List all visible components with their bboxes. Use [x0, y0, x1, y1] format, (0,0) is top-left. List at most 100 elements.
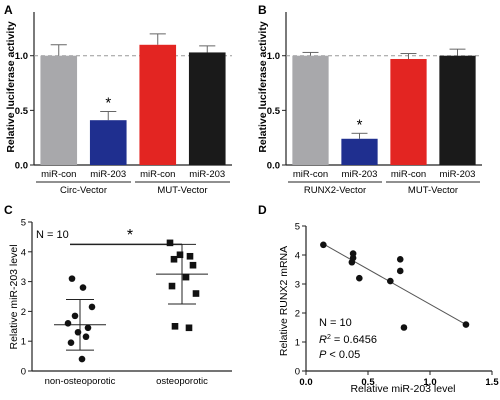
panel-b-category-label: miR-con — [391, 169, 426, 180]
panel-d: D 0 1 2 3 4 5 0.0 0.5 1.0 1.5 Relative RUNX2 mRNA… — [258, 203, 499, 395]
panel-a-bar — [40, 55, 78, 165]
panel-c-point — [79, 284, 87, 291]
panel-c-point — [176, 251, 184, 259]
panel-d-y-tick-label: 2 — [295, 309, 300, 320]
panel-a-bar — [139, 44, 177, 165]
panel-b-y-tick-label: 0.5 — [267, 106, 281, 117]
panel-b-category-label: miR-203 — [440, 169, 476, 180]
panel-d-plot: 0 1 2 3 4 5 0.0 0.5 1.0 1.5 — [295, 222, 500, 389]
panel-d-y-tick-label: 3 — [295, 280, 300, 291]
panel-d-x-axis-title: Relative miR-203 level — [350, 383, 455, 395]
panel-d-point — [387, 277, 394, 285]
panel-c-y-tick-label: 5 — [21, 218, 26, 229]
panel-d-x-tick-label: 1.5 — [485, 377, 499, 388]
panel-a-significance-star: * — [105, 94, 111, 111]
panel-b-plot: 0.0 0.5 1.0 miR-con miR-203 miR-con miR-203 * RU… — [267, 12, 482, 196]
panel-c-point — [68, 275, 76, 282]
panel-d-y-tick-label: 5 — [295, 222, 300, 233]
panel-a-group-label: MUT-Vector — [157, 185, 207, 196]
panel-b-category-label: miR-con — [293, 169, 328, 180]
panel-d-x-tick-label: 0.5 — [361, 377, 375, 388]
panel-a: A 0.0 0.5 1.0 miR-con miR-203 miR-con miR-203 *… — [4, 3, 232, 196]
panel-c-y-tick-label: 1 — [21, 337, 26, 348]
panel-c: C 0 1 2 3 4 5 non-osteoporotic osteoporotic Rel… — [4, 203, 232, 387]
panel-c-category-label: non-osteoporotic — [45, 376, 116, 387]
panel-d-letter: D — [258, 203, 267, 217]
panel-a-category-label: miR-con — [140, 169, 175, 180]
panel-d-point — [348, 258, 356, 266]
panel-a-category-label: miR-203 — [189, 169, 225, 180]
panel-d-y-axis-title: Relative RUNX2 mRNA — [278, 246, 290, 356]
panel-b-bar — [341, 138, 378, 165]
panel-c-letter: C — [4, 203, 13, 217]
panel-c-point — [189, 261, 197, 269]
panel-c-point — [67, 339, 75, 346]
panel-b-bar — [292, 55, 329, 165]
panel-c-point — [74, 328, 82, 336]
panel-d-point — [462, 321, 470, 328]
panel-d-point — [356, 274, 363, 282]
panel-d-point — [400, 324, 408, 331]
panel-a-bar — [89, 120, 127, 165]
panel-b-significance-star: * — [357, 116, 363, 133]
panel-a-y-tick-label: 1.0 — [15, 51, 28, 62]
panel-d-y-tick-label: 0 — [295, 367, 300, 378]
panel-d-n-label: N = 10 — [319, 317, 352, 329]
panel-c-y-tick-label: 0 — [21, 367, 26, 378]
panel-a-bar — [188, 52, 226, 165]
panel-d-y-tick-label: 1 — [295, 338, 300, 349]
panel-c-y-tick-label: 4 — [21, 247, 26, 258]
panel-c-significance-star: * — [127, 227, 133, 244]
panel-a-letter: A — [4, 3, 13, 17]
panel-c-point — [88, 303, 96, 311]
panel-a-category-label: miR-203 — [90, 169, 126, 180]
panel-a-y-tick-label: 0.5 — [15, 106, 29, 117]
panel-c-plot: 0 1 2 3 4 5 non-osteoporotic osteoporotic — [21, 218, 232, 387]
panel-b-bar — [439, 55, 476, 165]
panel-c-point — [185, 324, 193, 332]
panel-d-r2-value: = 0.6456 — [331, 334, 377, 346]
panel-b-category-label: miR-203 — [342, 169, 378, 180]
panel-d-r2-symbol: R — [319, 334, 327, 346]
panel-b: B 0.0 0.5 1.0 miR-con miR-203 miR-con miR-203 *… — [257, 3, 482, 196]
panel-a-y-tick-label: 0.0 — [15, 161, 28, 172]
panel-b-y-tick-label: 0.0 — [267, 161, 280, 172]
panel-a-plot: 0.0 0.5 1.0 miR-con miR-203 miR-con miR-203 * Ci… — [15, 12, 232, 196]
panel-a-y-axis-title: Relative luciferase activity — [5, 21, 17, 152]
panel-d-point — [396, 267, 404, 275]
panel-d-r2-label: R2 = 0.6456 — [319, 334, 377, 346]
panel-c-y-axis-title: Relative miR-203 level — [8, 244, 20, 349]
panel-b-group-label: RUNX2-Vector — [304, 185, 366, 196]
panel-c-y-tick-label: 2 — [21, 307, 26, 318]
panel-c-point — [171, 323, 179, 330]
panel-a-group-label: Circ-Vector — [60, 185, 107, 196]
panel-b-bar — [390, 58, 427, 165]
panel-c-point — [182, 273, 190, 281]
panel-d-x-tick-label: 1.0 — [423, 377, 436, 388]
panel-c-point — [166, 239, 174, 247]
panel-d-p-label: P < 0.05 — [319, 349, 360, 361]
panel-c-point — [78, 355, 86, 363]
panel-c-point — [192, 290, 200, 297]
panel-c-point — [170, 255, 178, 263]
panel-d-x-tick-label: 0.0 — [299, 377, 312, 388]
panel-b-group-label: MUT-Vector — [408, 185, 458, 196]
panel-c-point — [186, 252, 194, 260]
panel-a-category-label: miR-con — [41, 169, 76, 180]
panel-d-point — [320, 241, 327, 249]
panel-c-point — [64, 320, 72, 327]
panel-c-point — [168, 282, 176, 290]
panel-c-point — [82, 333, 90, 341]
panel-b-letter: B — [258, 3, 267, 17]
panel-d-regression-line — [323, 243, 467, 326]
panel-d-r2-superscript: 2 — [327, 334, 331, 341]
panel-c-category-label: osteoporotic — [156, 376, 208, 387]
panel-b-y-axis-title: Relative luciferase activity — [257, 21, 269, 152]
panel-c-point — [71, 312, 79, 320]
panel-c-y-tick-label: 3 — [21, 277, 26, 288]
panel-c-n-label: N = 10 — [36, 229, 69, 241]
panel-c-point — [84, 324, 92, 332]
panel-d-point — [396, 256, 404, 263]
panel-d-y-tick-label: 4 — [295, 251, 300, 262]
